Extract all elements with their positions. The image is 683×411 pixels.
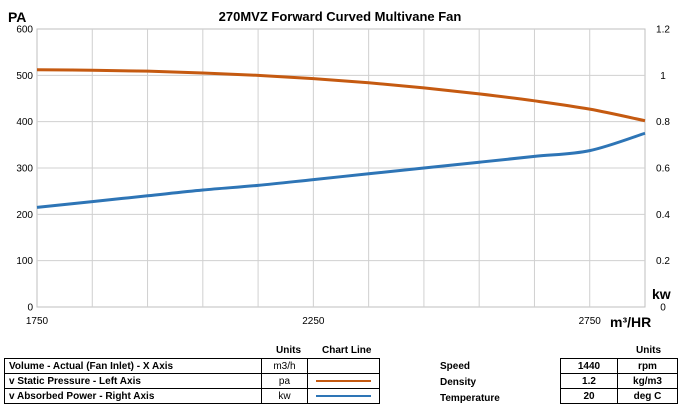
condition-row: 1.2 kg/m3 [560, 373, 678, 389]
legend-row: Volume - Actual (Fan Inlet) - X Axis m3/… [3, 358, 381, 374]
condition-value: 20 [560, 388, 618, 404]
condition-units: kg/m3 [617, 373, 678, 389]
right-tick-label: 0.2 [656, 256, 670, 267]
condition-row: 20 deg C [560, 388, 678, 404]
x-axis-label: m³/HR [610, 314, 651, 330]
left-tick-label: 600 [16, 25, 33, 36]
condition-label-temperature: Temperature [440, 393, 500, 404]
legend-units-header: Units [276, 345, 301, 356]
condition-label-density: Density [440, 377, 477, 388]
legend-row-label: v Absorbed Power - Right Axis [3, 388, 263, 404]
left-tick-label: 400 [16, 117, 33, 128]
legend-row: v Static Pressure - Left Axis pa [3, 373, 381, 389]
legend-chart-line-header: Chart Line [322, 345, 372, 356]
x-tick-label: 2750 [579, 316, 602, 327]
right-tick-label: 0.4 [656, 210, 670, 221]
right-tick-label: 1.2 [656, 25, 670, 36]
series-lines [36, 68, 646, 209]
condition-label-speed: Speed [440, 361, 471, 372]
legend-line-swatch-power [315, 395, 371, 397]
left-tick-label: 300 [16, 164, 33, 175]
legend-line-swatch-pressure [315, 380, 371, 382]
fan-performance-chart: 0 100 200 300 400 500 600 0 0.2 0.4 0.6 0.8 1 1.2 1750… [8, 9, 671, 330]
right-axis-label: kw [652, 286, 671, 302]
x-tick-label: 1750 [26, 316, 49, 327]
legend-row-line [306, 388, 381, 404]
left-tick-label: 100 [16, 256, 33, 267]
conditions-table: 1440 rpm 1.2 kg/m3 20 deg C [560, 358, 678, 404]
power-line [36, 131, 646, 209]
condition-units: deg C [617, 388, 678, 404]
legend-row-label: Volume - Actual (Fan Inlet) - X Axis [3, 358, 263, 374]
tick-labels: 0 100 200 300 400 500 600 0 0.2 0.4 0.6 0.8 1 1.2 1750… [16, 25, 670, 328]
legend-row-label: v Static Pressure - Left Axis [3, 373, 263, 389]
condition-units: rpm [617, 358, 678, 374]
legend-row-line [306, 373, 381, 389]
legend-table: Volume - Actual (Fan Inlet) - X Axis m3/… [3, 358, 381, 404]
right-tick-label: 0.8 [656, 117, 670, 128]
right-tick-label: 0 [660, 303, 666, 314]
legend-row-units: kw [261, 388, 308, 404]
left-tick-label: 500 [16, 71, 33, 82]
legend-row-line [306, 358, 381, 374]
condition-value: 1.2 [560, 373, 618, 389]
legend-row: v Absorbed Power - Right Axis kw [3, 388, 381, 404]
left-axis-label: PA [8, 9, 26, 25]
legend-row-units: pa [261, 373, 308, 389]
left-tick-label: 0 [27, 303, 33, 314]
legend-row-units: m3/h [261, 358, 308, 374]
x-tick-label: 2250 [302, 316, 325, 327]
chart-title: 270MVZ Forward Curved Multivane Fan [219, 9, 462, 24]
right-tick-label: 1 [660, 71, 666, 82]
left-tick-label: 200 [16, 210, 33, 221]
condition-row: 1440 rpm [560, 358, 678, 374]
pressure-line [36, 68, 646, 123]
condition-value: 1440 [560, 358, 618, 374]
conditions-units-header: Units [636, 345, 661, 356]
right-tick-label: 0.6 [656, 164, 670, 175]
